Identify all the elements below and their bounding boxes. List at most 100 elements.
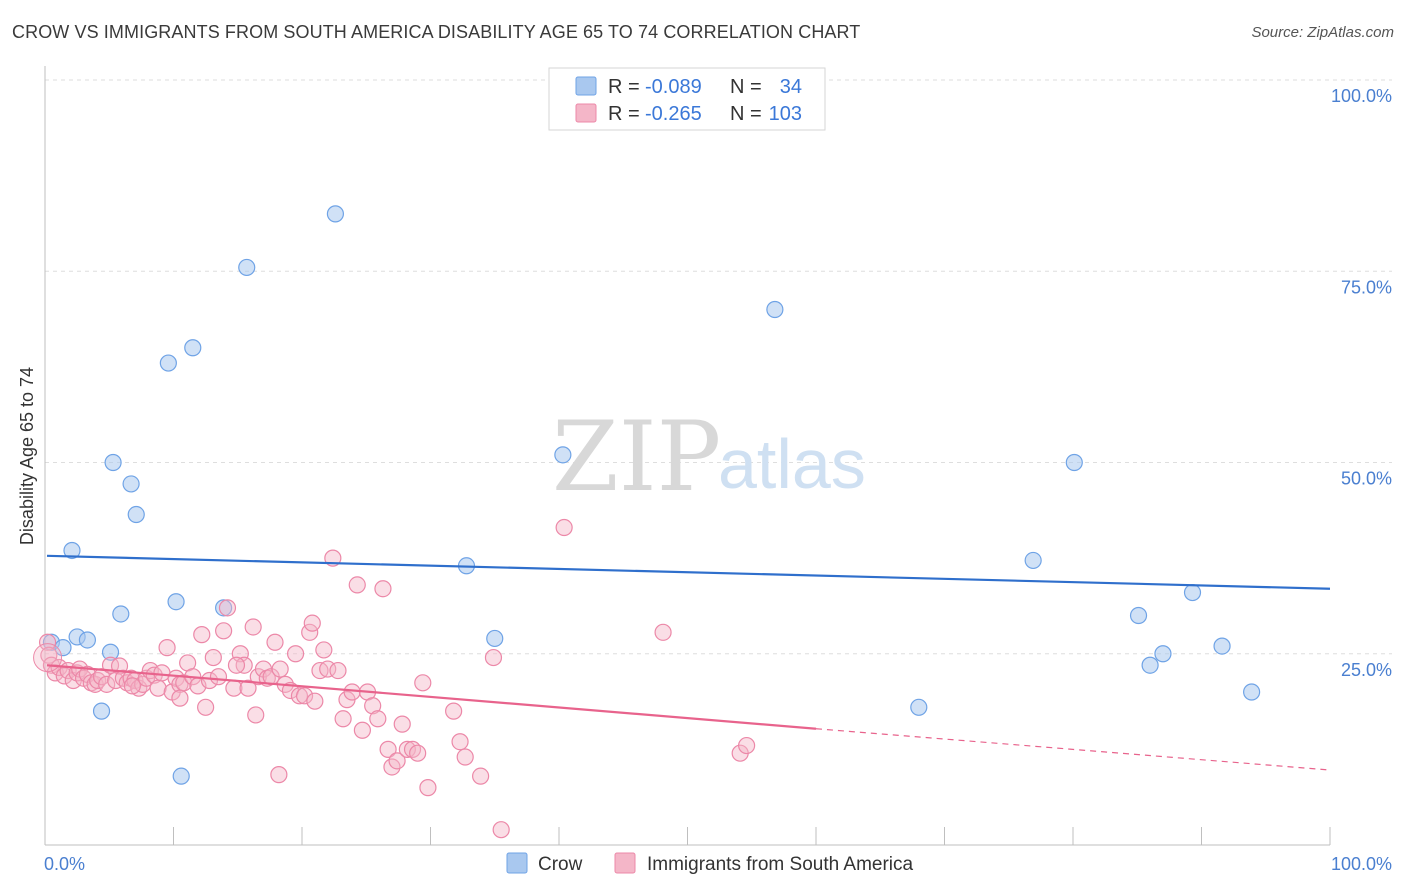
crow-point-26 — [1141, 656, 1159, 674]
immigrants-point-68 — [329, 661, 347, 680]
immigrants-point-45 — [218, 599, 237, 617]
immigrants-point-69 — [334, 710, 352, 728]
crow-point-2 — [63, 541, 81, 560]
axes — [44, 66, 1331, 846]
chart-title: CROW VS IMMIGRANTS FROM SOUTH AMERICA DI… — [12, 22, 861, 42]
immigrants-point-87 — [445, 702, 463, 720]
immigrants-point-42 — [204, 648, 222, 667]
bottom-legend-swatch-immigrants — [614, 852, 636, 874]
immigrants-point-31 — [158, 639, 176, 657]
immigrants-points — [33, 518, 756, 839]
immigrants-point-50 — [244, 618, 262, 636]
legend-r-value-crow: -0.089 — [645, 76, 702, 98]
immigrants-point-40 — [197, 698, 215, 716]
immigrants-point-98 — [171, 689, 189, 707]
y-tick-label-1: 50.0% — [1341, 469, 1392, 489]
crow-point-29 — [1213, 637, 1231, 655]
y-tick-label-0: 25.0% — [1341, 660, 1392, 680]
immigrants-point-59 — [286, 645, 305, 663]
x-tick-label-min: 0.0% — [44, 854, 85, 874]
immigrants-point-101 — [227, 656, 246, 674]
crow-point-15 — [215, 599, 233, 617]
crow-point-7 — [104, 453, 122, 472]
immigrants-point-81 — [393, 715, 411, 733]
immigrants-point-65 — [315, 641, 333, 659]
legend-n-value-immigrants: 103 — [769, 103, 802, 125]
immigrants-point-82 — [398, 740, 416, 758]
immigrants-point-60 — [290, 687, 309, 705]
immigrants-point-56 — [271, 660, 289, 678]
legend-swatch-immigrants — [575, 103, 597, 123]
immigrants-point-41 — [200, 671, 219, 690]
immigrants-cluster-point — [33, 643, 63, 673]
immigrants-point-72 — [348, 576, 366, 594]
immigrants-point-80 — [388, 752, 406, 770]
immigrants-point-94 — [654, 623, 672, 641]
y-tick-labels: 25.0% 50.0% 75.0% 100.0% — [1331, 86, 1392, 680]
legend-r-value-immigrants: -0.265 — [645, 103, 702, 125]
crow-point-10 — [127, 505, 145, 524]
y-tick-label-3: 100.0% — [1331, 86, 1392, 106]
crow-point-13 — [172, 767, 190, 785]
immigrants-point-93 — [555, 518, 573, 537]
y-tick-label-2: 75.0% — [1341, 277, 1392, 297]
immigrants-point-96 — [738, 736, 756, 755]
immigrants-trend-extension — [815, 728, 1331, 771]
crow-point-21 — [766, 300, 784, 319]
chart-source: Source: ZipAtlas.com — [1251, 24, 1394, 41]
crow-point-25 — [1129, 606, 1148, 625]
immigrants-point-92 — [492, 821, 510, 839]
watermark-atlas: atlas — [718, 425, 866, 503]
legend-box: R = -0.089 N = 34 R = -0.265 N = 103 — [548, 67, 826, 131]
crow-point-28 — [1183, 583, 1202, 602]
legend-n-label-crow: N = — [730, 76, 762, 98]
crow-point-20 — [554, 446, 572, 464]
immigrants-point-55 — [266, 633, 284, 651]
immigrants-trend-line — [46, 664, 817, 730]
immigrants-point-78 — [379, 740, 397, 758]
trend-lines — [46, 554, 1331, 771]
immigrants-point-86 — [419, 779, 437, 797]
immigrants-point-44 — [215, 622, 233, 640]
immigrants-point-75 — [364, 697, 382, 715]
immigrants-point-91 — [484, 648, 503, 667]
crow-point-19 — [486, 629, 504, 648]
legend-n-value-crow: 34 — [780, 76, 802, 98]
crow-point-1 — [54, 639, 72, 657]
immigrants-point-99 — [247, 706, 265, 724]
immigrants-point-0 — [38, 633, 57, 651]
immigrants-point-16 — [98, 675, 116, 693]
immigrants-point-89 — [456, 748, 474, 766]
immigrants-point-97 — [270, 766, 288, 784]
crow-point-30 — [1243, 683, 1261, 701]
crow-point-24 — [1065, 453, 1083, 472]
y-axis-label: Disability Age 65 to 74 — [17, 367, 37, 545]
crow-point-23 — [1024, 551, 1042, 570]
crow-point-14 — [184, 339, 202, 357]
legend-r-label-crow: R = — [608, 76, 640, 98]
crow-point-27 — [1154, 645, 1172, 663]
crow-point-4 — [78, 631, 97, 649]
bottom-legend: Crow Immigrants from South America — [506, 852, 914, 875]
immigrants-point-84 — [409, 744, 427, 762]
bottom-legend-crow: Crow — [538, 854, 583, 875]
bottom-legend-immigrants: Immigrants from South America — [647, 854, 914, 875]
crow-point-12 — [167, 593, 185, 611]
immigrants-point-85 — [414, 674, 432, 692]
immigrants-point-102 — [303, 614, 321, 632]
gridlines — [45, 79, 1392, 655]
crow-point-9 — [122, 475, 140, 493]
crow-point-16 — [238, 258, 256, 277]
immigrants-point-49 — [239, 679, 257, 697]
crow-point-17 — [326, 205, 345, 223]
immigrants-point-100 — [123, 677, 141, 695]
crow-point-8 — [112, 605, 130, 623]
bottom-legend-swatch-crow — [506, 852, 528, 874]
immigrants-point-63 — [306, 692, 324, 710]
crow-point-11 — [159, 354, 177, 372]
immigrants-point-77 — [374, 580, 392, 598]
crow-point-22 — [910, 698, 928, 716]
immigrants-point-71 — [343, 683, 361, 701]
immigrants-point-43 — [209, 668, 228, 686]
